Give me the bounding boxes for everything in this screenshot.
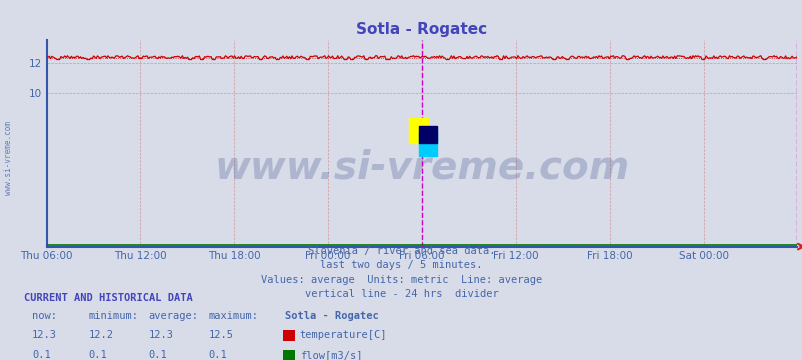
Text: minimum:: minimum:	[88, 311, 138, 321]
Text: 0.1: 0.1	[148, 350, 167, 360]
Text: 12.2: 12.2	[88, 330, 113, 341]
Text: temperature[C]: temperature[C]	[299, 330, 387, 341]
Text: average:: average:	[148, 311, 198, 321]
Text: 0.1: 0.1	[32, 350, 51, 360]
Bar	[409, 118, 427, 143]
Text: 12.5: 12.5	[209, 330, 233, 341]
Text: Slovenia / river and sea data.: Slovenia / river and sea data.	[307, 246, 495, 256]
Bar	[418, 126, 437, 143]
Text: www.si-vreme.com: www.si-vreme.com	[214, 149, 629, 187]
Bar	[418, 131, 437, 156]
Text: vertical line - 24 hrs  divider: vertical line - 24 hrs divider	[304, 289, 498, 299]
Text: 12.3: 12.3	[32, 330, 57, 341]
Text: CURRENT AND HISTORICAL DATA: CURRENT AND HISTORICAL DATA	[24, 293, 192, 303]
Text: www.si-vreme.com: www.si-vreme.com	[3, 121, 13, 195]
Text: Sotla - Rogatec: Sotla - Rogatec	[285, 311, 379, 321]
Text: flow[m3/s]: flow[m3/s]	[299, 350, 362, 360]
Text: 0.1: 0.1	[88, 350, 107, 360]
Text: maximum:: maximum:	[209, 311, 258, 321]
Title: Sotla - Rogatec: Sotla - Rogatec	[356, 22, 487, 37]
Text: last two days / 5 minutes.: last two days / 5 minutes.	[320, 260, 482, 270]
Text: 0.1: 0.1	[209, 350, 227, 360]
Text: now:: now:	[32, 311, 57, 321]
Text: 12.3: 12.3	[148, 330, 173, 341]
Text: Values: average  Units: metric  Line: average: Values: average Units: metric Line: aver…	[261, 275, 541, 285]
